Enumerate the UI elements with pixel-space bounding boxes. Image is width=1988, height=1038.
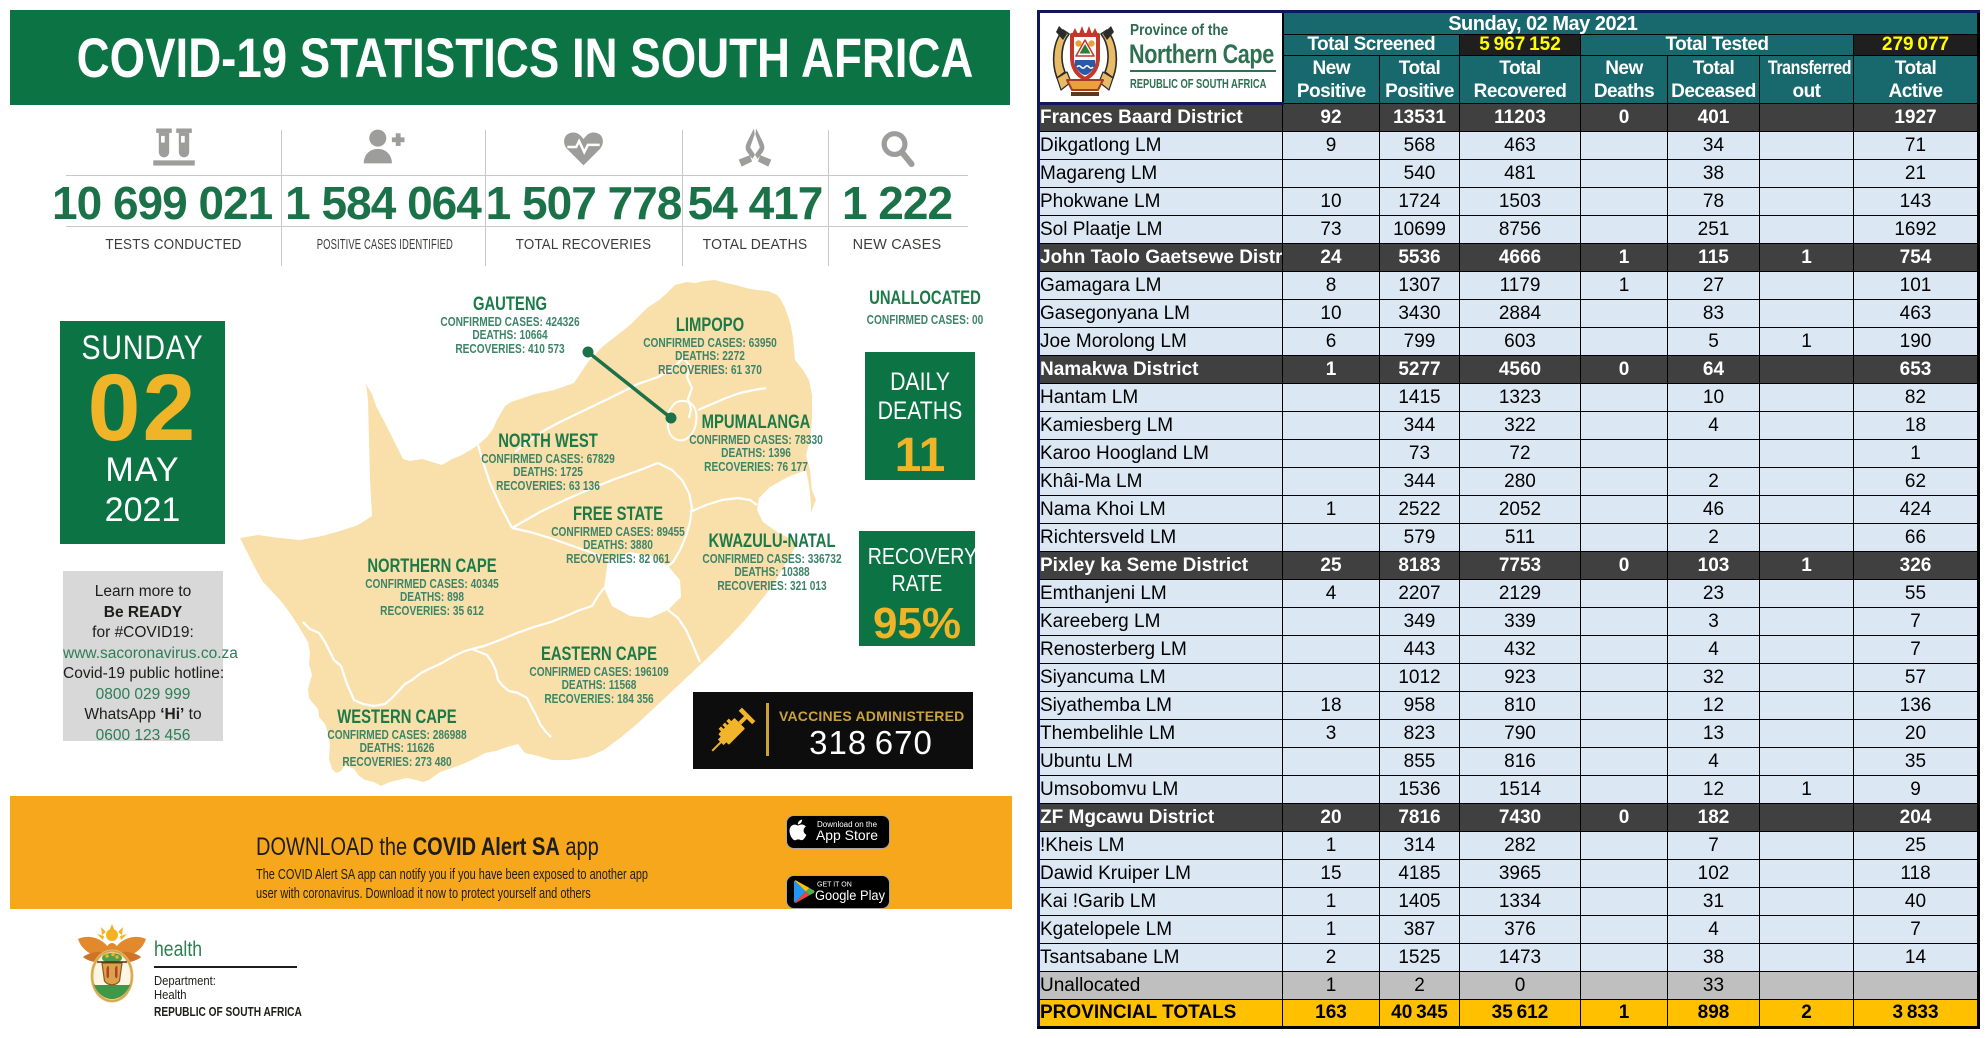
svg-text:Google Play: Google Play	[815, 888, 885, 903]
svg-text:Download on the: Download on the	[817, 820, 878, 829]
svg-text:GET IT ON: GET IT ON	[817, 882, 852, 889]
svg-text:App Store: App Store	[816, 827, 878, 843]
